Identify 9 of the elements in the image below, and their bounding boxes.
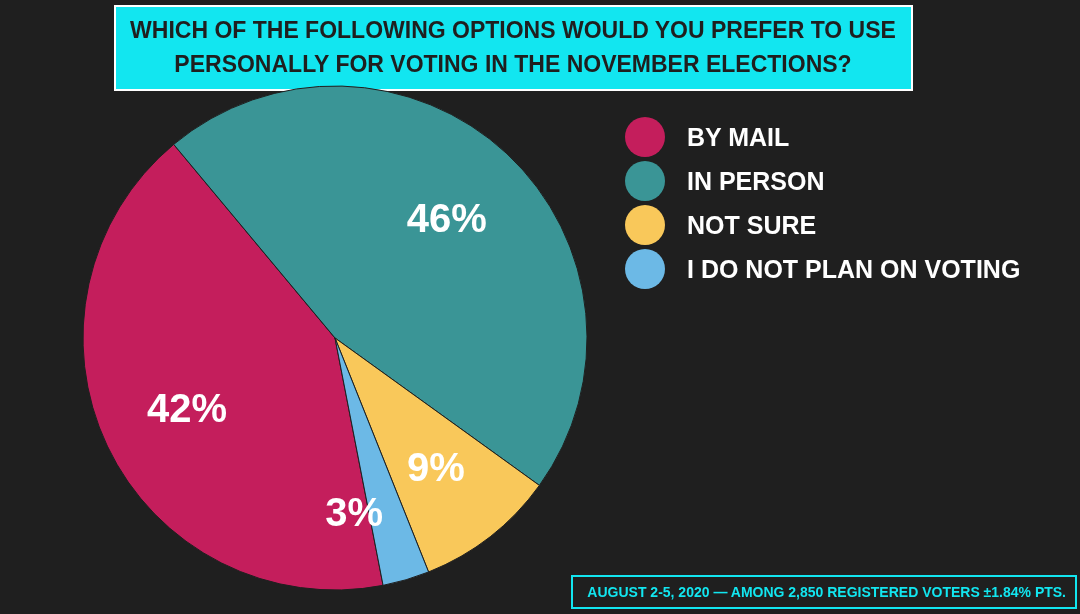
data-label: 9% bbox=[406, 445, 465, 490]
legend-label: IN PERSON bbox=[687, 167, 825, 195]
data-label: 46% bbox=[406, 196, 487, 241]
legend-label: I DO NOT PLAN ON VOTING bbox=[687, 255, 1021, 283]
legend-label: BY MAIL bbox=[687, 123, 790, 151]
legend-label: NOT SURE bbox=[687, 211, 817, 239]
text: AUGUST 2-5, 2020 — AMONG 2,850 REGISTERED VOTERS ±1.84% PTS. bbox=[587, 584, 1066, 600]
chart-title: WHICH OF THE FOLLOWING OPTIONS WOULD YOU PREFER TO USE PERSONALLY FOR VOTING IN THE NOVEMBER ELECTIONS? bbox=[130, 17, 896, 77]
data-label: 42% bbox=[147, 386, 228, 431]
